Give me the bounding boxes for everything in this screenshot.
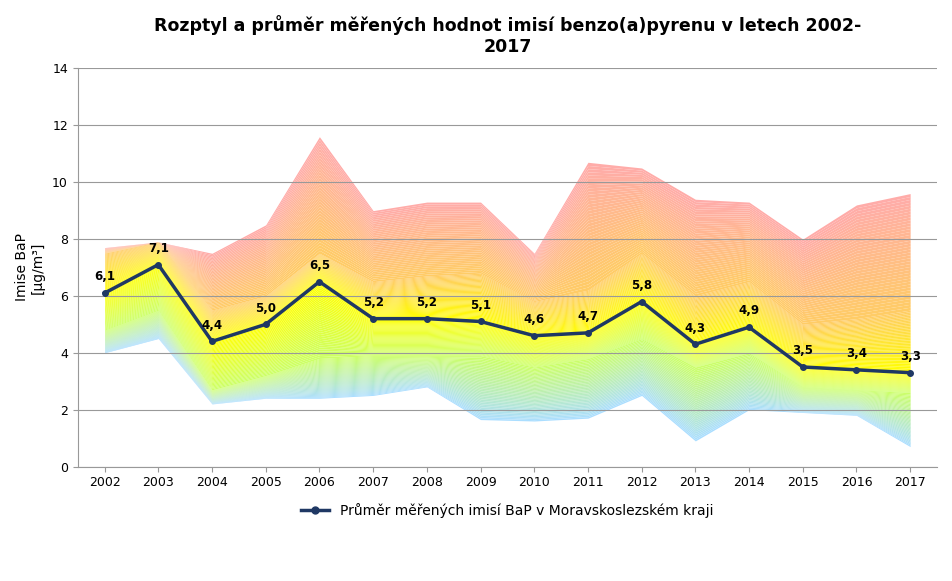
Line: Průměr měřených imisí BaP v Moravskoslezském kraji: Průměr měřených imisí BaP v Moravskoslez… [102,262,913,375]
Text: 5,2: 5,2 [416,296,437,309]
Průměr měřených imisí BaP v Moravskoslezském kraji [475,318,486,325]
Průměr měřených imisí BaP v Moravskoslezském kraji [99,289,110,296]
Průměr měřených imisí BaP v Moravskoslezském kraji [636,298,647,305]
Text: 4,3: 4,3 [684,321,705,335]
Průměr měřených imisí BaP v Moravskoslezském kraji [689,341,701,348]
Legend: Průměr měřených imisí BaP v Moravskoslezském kraji: Průměr měřených imisí BaP v Moravskoslez… [296,497,719,523]
Y-axis label: Imise BaP
[μg/m³]: Imise BaP [μg/m³] [15,234,45,302]
Průměr měřených imisí BaP v Moravskoslezském kraji [528,332,540,339]
Průměr měřených imisí BaP v Moravskoslezském kraji [314,278,326,285]
Text: 4,9: 4,9 [739,304,760,317]
Text: 6,1: 6,1 [94,270,115,284]
Text: 5,8: 5,8 [631,279,652,292]
Průměr měřených imisí BaP v Moravskoslezském kraji [260,321,271,328]
Text: 4,4: 4,4 [202,319,223,332]
Průměr měřených imisí BaP v Moravskoslezském kraji [207,338,218,345]
Text: 5,1: 5,1 [470,299,491,312]
Průměr měřených imisí BaP v Moravskoslezském kraji [851,367,863,374]
Text: 3,4: 3,4 [846,347,867,360]
Průměr měřených imisí BaP v Moravskoslezském kraji [421,315,432,322]
Text: 7,1: 7,1 [148,242,169,255]
Title: Rozptyl a průměr měřených hodnot imisí benzo(a)pyrenu v letech 2002-
2017: Rozptyl a průměr měřených hodnot imisí b… [153,15,861,56]
Text: 5,2: 5,2 [363,296,384,309]
Průměr měřených imisí BaP v Moravskoslezském kraji [583,329,594,336]
Text: 4,7: 4,7 [578,310,599,323]
Průměr měřených imisí BaP v Moravskoslezském kraji [904,369,916,376]
Text: 5,0: 5,0 [255,302,276,315]
Průměr měřených imisí BaP v Moravskoslezském kraji [152,261,164,268]
Průměr měřených imisí BaP v Moravskoslezském kraji [797,364,808,371]
Text: 4,6: 4,6 [524,313,545,326]
Text: 3,3: 3,3 [900,350,921,363]
Průměr měřených imisí BaP v Moravskoslezském kraji [367,315,379,322]
Průměr měřených imisí BaP v Moravskoslezském kraji [744,324,755,331]
Text: 6,5: 6,5 [308,259,330,272]
Text: 3,5: 3,5 [792,345,813,357]
